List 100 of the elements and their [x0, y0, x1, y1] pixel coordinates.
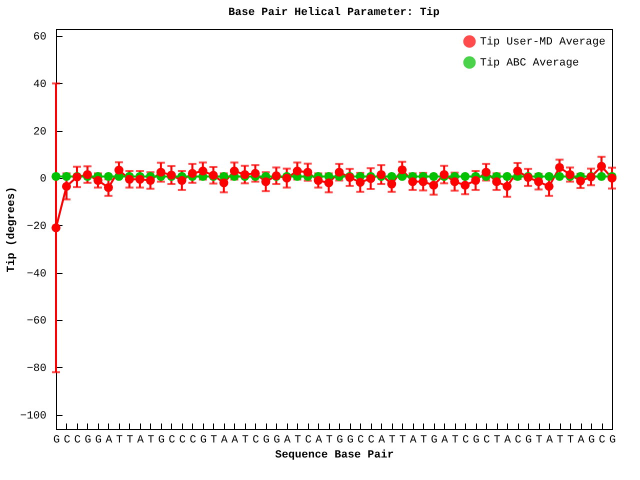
point	[250, 168, 260, 178]
x-tick-label: C	[462, 434, 470, 446]
y-tick-label: −20	[26, 220, 46, 233]
x-tick-label: C	[179, 434, 186, 446]
x-tick-label: A	[315, 434, 322, 446]
chart-title: Base Pair Helical Parameter: Tip	[228, 7, 440, 19]
point	[135, 174, 144, 184]
x-tick-label: G	[346, 434, 354, 446]
point	[492, 177, 502, 186]
x-tick-label: T	[494, 434, 501, 446]
y-tick-label: 40	[33, 78, 46, 91]
x-tick-label: A	[546, 434, 554, 446]
point	[177, 176, 186, 185]
x-tick-label: A	[106, 434, 113, 446]
legend-label: Tip ABC Average	[480, 58, 580, 70]
point	[261, 177, 270, 186]
x-tick-label: T	[536, 434, 543, 446]
point	[576, 176, 585, 186]
y-tick-label: −40	[26, 268, 46, 280]
x-tick-label: G	[430, 434, 438, 446]
x-tick-label: G	[200, 434, 207, 446]
point	[597, 172, 606, 181]
point	[334, 168, 344, 177]
x-tick-label: G	[263, 434, 270, 446]
y-tick-label: 0	[40, 174, 46, 186]
point	[429, 180, 438, 190]
point	[114, 166, 124, 175]
x-tick-label: A	[504, 434, 512, 446]
x-tick-label: A	[221, 434, 228, 446]
x-tick-label: A	[137, 434, 144, 446]
x-tick-label: C	[64, 434, 71, 446]
point	[408, 177, 418, 186]
point	[555, 163, 564, 172]
x-tick-label: G	[53, 434, 60, 446]
point	[387, 180, 396, 188]
point	[62, 172, 71, 181]
x-tick-label: T	[294, 434, 302, 446]
x-tick-label: A	[284, 434, 291, 446]
point	[146, 176, 155, 185]
x-tick-label: G	[525, 434, 532, 446]
x-tick-label: T	[326, 434, 333, 446]
x-tick-label: T	[399, 434, 406, 446]
point	[460, 172, 470, 181]
point	[534, 177, 544, 186]
x-tick-label: C	[357, 434, 364, 446]
x-tick-label: A	[378, 434, 386, 446]
point	[104, 183, 113, 192]
point	[502, 172, 512, 181]
y-tick-label: −60	[26, 316, 46, 328]
x-tick-label: T	[126, 434, 134, 446]
point	[544, 182, 554, 191]
x-tick-label: C	[368, 434, 375, 446]
point	[597, 162, 606, 171]
point	[188, 168, 197, 178]
point	[356, 178, 365, 187]
point	[450, 177, 460, 186]
x-tick-label: T	[556, 434, 564, 446]
point	[52, 172, 60, 181]
y-tick-label: −80	[26, 362, 46, 375]
x-tick-label: C	[514, 434, 522, 446]
x-tick-label: G	[95, 434, 102, 446]
x-tick-label: C	[190, 434, 197, 446]
point	[156, 168, 166, 177]
point	[124, 174, 134, 184]
x-tick-label: G	[588, 434, 595, 446]
x-tick-label: T	[420, 434, 428, 446]
x-tick-label: C	[483, 434, 490, 446]
point	[314, 176, 323, 185]
x-axis-title: Sequence Base Pair	[275, 450, 394, 462]
point	[460, 180, 470, 190]
legend-label: Tip User-MD Average	[480, 36, 606, 48]
x-tick-label: A	[410, 434, 417, 446]
x-tick-label: G	[158, 434, 165, 446]
point	[303, 168, 312, 177]
y-axis-title: Tip (degrees)	[6, 186, 18, 272]
point	[93, 176, 102, 185]
y-tick-label: 60	[33, 32, 46, 44]
point	[324, 178, 334, 188]
x-tick-label: T	[210, 434, 218, 446]
point	[429, 172, 438, 181]
point	[418, 177, 428, 186]
point	[366, 174, 376, 184]
x-tick-label: C	[598, 434, 606, 446]
x-tick-label: G	[336, 434, 344, 446]
point	[62, 182, 71, 191]
x-tick-label: C	[74, 434, 82, 446]
x-tick-label: C	[252, 434, 260, 446]
point	[482, 168, 491, 177]
x-tick-label: A	[441, 434, 448, 446]
point	[544, 172, 554, 181]
x-tick-label: G	[472, 434, 480, 446]
x-tick-label: T	[148, 434, 155, 446]
point	[230, 166, 239, 176]
x-tick-label: A	[578, 434, 585, 446]
x-tick-label: T	[116, 434, 124, 446]
x-tick-label: G	[273, 434, 280, 446]
x-tick-label: T	[452, 434, 459, 446]
point	[52, 223, 60, 232]
x-tick-label: G	[84, 434, 92, 446]
point	[502, 182, 512, 191]
